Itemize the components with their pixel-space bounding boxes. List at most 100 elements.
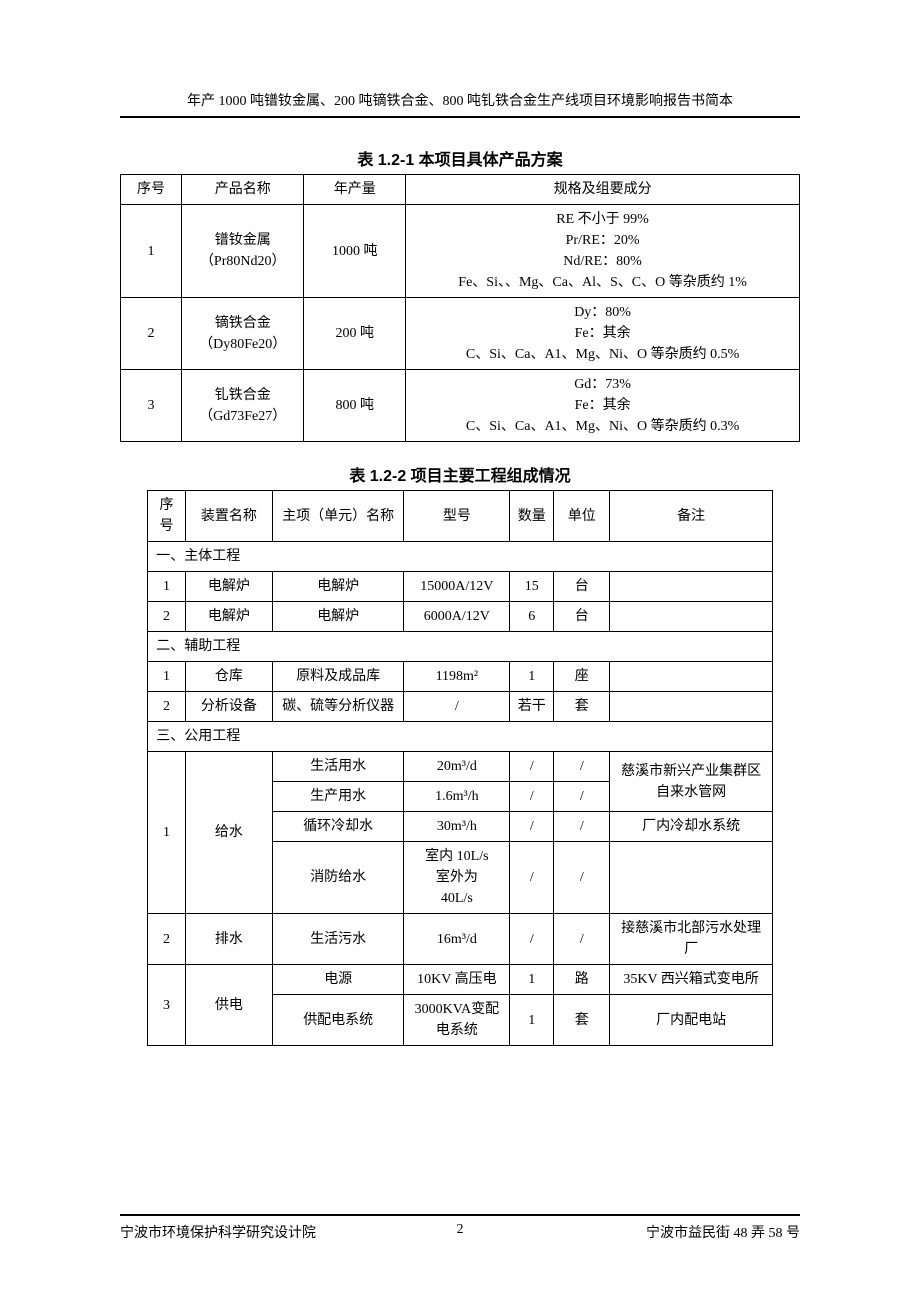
cell: / <box>404 692 510 722</box>
cell: 1 <box>510 662 554 692</box>
cell: 3000KVA变配电系统 <box>404 995 510 1046</box>
cell: 仓库 <box>185 662 272 692</box>
footer-left: 宁波市环境保护科学研究设计院 <box>120 1222 316 1242</box>
cell: 供配电系统 <box>273 995 404 1046</box>
cell: 套 <box>554 995 610 1046</box>
cell: 1 <box>148 572 185 602</box>
table1: 序号 产品名称 年产量 规格及组要成分 1 镨钕金属 （Pr80Nd20） 10… <box>120 174 800 442</box>
spec-line: Pr/RE：20% <box>566 233 640 248</box>
cell: 1 <box>510 995 554 1046</box>
t2-h4: 数量 <box>510 491 554 542</box>
cell: 20m³/d <box>404 752 510 782</box>
cell: 1.6m³/h <box>404 782 510 812</box>
cell: 2 <box>148 692 185 722</box>
cell: / <box>510 842 554 914</box>
cell: / <box>510 782 554 812</box>
cell: / <box>510 752 554 782</box>
cell: 10KV 高压电 <box>404 965 510 995</box>
cell <box>610 692 772 722</box>
section-row: 二、辅助工程 <box>148 632 773 662</box>
t1r2-qty: 200 吨 <box>304 298 406 370</box>
table-row: 3 钆铁合金 （Gd73Fe27） 800 吨 Gd：73% Fe：其余 C、S… <box>121 370 800 442</box>
table-row: 1 仓库 原料及成品库 1198m² 1 座 <box>148 662 773 692</box>
cell: / <box>510 812 554 842</box>
table-row: 2 镝铁合金 （Dy80Fe20） 200 吨 Dy：80% Fe：其余 C、S… <box>121 298 800 370</box>
page-header: 年产 1000 吨镨钕金属、200 吨镝铁合金、800 吨钆铁合金生产线项目环境… <box>120 90 800 118</box>
cell: 室内 10L/s 室外为 40L/s <box>404 842 510 914</box>
cell: 电解炉 <box>185 602 272 632</box>
footer-page-number: 2 <box>457 1222 464 1238</box>
table2: 序号 装置名称 主项（单元）名称 型号 数量 单位 备注 一、主体工程 1 电解… <box>147 490 773 1046</box>
table1-header-row: 序号 产品名称 年产量 规格及组要成分 <box>121 175 800 205</box>
cell: 6000A/12V <box>404 602 510 632</box>
t1r2-name: 镝铁合金 （Dy80Fe20） <box>182 298 304 370</box>
cell: 路 <box>554 965 610 995</box>
product-name: 镝铁合金 <box>215 316 271 331</box>
cell: 1 <box>148 752 185 914</box>
product-name: 镨钕金属 <box>215 233 271 248</box>
spec-line: RE 不小于 99% <box>556 212 649 227</box>
cell: 电解炉 <box>273 572 404 602</box>
cell <box>610 572 772 602</box>
cell: 生产用水 <box>273 782 404 812</box>
cell: 30m³/h <box>404 812 510 842</box>
table2-header-row: 序号 装置名称 主项（单元）名称 型号 数量 单位 备注 <box>148 491 773 542</box>
t2-h6: 备注 <box>610 491 772 542</box>
cell: 2 <box>148 602 185 632</box>
cell: 电解炉 <box>185 572 272 602</box>
cell: 厂内冷却水系统 <box>610 812 772 842</box>
cell: / <box>554 782 610 812</box>
cell: 生活用水 <box>273 752 404 782</box>
cell: 排水 <box>185 914 272 965</box>
footer-right: 宁波市益民街 48 弄 58 号 <box>646 1222 800 1242</box>
table-row: 1 电解炉 电解炉 15000A/12V 15 台 <box>148 572 773 602</box>
spec-line: Gd：73% <box>574 377 631 392</box>
cell: 分析设备 <box>185 692 272 722</box>
cell: 原料及成品库 <box>273 662 404 692</box>
t2-h3: 型号 <box>404 491 510 542</box>
cell: 台 <box>554 572 610 602</box>
t2-h0: 序号 <box>148 491 185 542</box>
spec-line: C、Si、Ca、A1、Mg、Ni、O 等杂质约 0.5% <box>466 347 739 362</box>
table-row: 3 供电 电源 10KV 高压电 1 路 35KV 西兴箱式变电所 <box>148 965 773 995</box>
cell: 生活污水 <box>273 914 404 965</box>
cell: / <box>554 914 610 965</box>
t2-h5: 单位 <box>554 491 610 542</box>
cell: 15 <box>510 572 554 602</box>
spec-line: Fe：其余 <box>575 398 631 413</box>
t1r3-name: 钆铁合金 （Gd73Fe27） <box>182 370 304 442</box>
cell: 1 <box>148 662 185 692</box>
document-page: 年产 1000 吨镨钕金属、200 吨镝铁合金、800 吨钆铁合金生产线项目环境… <box>0 0 920 1302</box>
spec-line: Fe、Si、、Mg、Ca、Al、S、C、O 等杂质约 1% <box>458 275 747 290</box>
cell: 3 <box>148 965 185 1046</box>
t1-h0: 序号 <box>121 175 182 205</box>
spec-line: C、Si、Ca、A1、Mg、Ni、O 等杂质约 0.3% <box>466 419 739 434</box>
t1r2-spec: Dy：80% Fe：其余 C、Si、Ca、A1、Mg、Ni、O 等杂质约 0.5… <box>406 298 800 370</box>
cell: 循环冷却水 <box>273 812 404 842</box>
cell: 供电 <box>185 965 272 1046</box>
product-code: （Pr80Nd20） <box>200 254 286 269</box>
cell: 厂内配电站 <box>610 995 772 1046</box>
table-row: 1 镨钕金属 （Pr80Nd20） 1000 吨 RE 不小于 99% Pr/R… <box>121 205 800 298</box>
spec-line: Fe：其余 <box>575 326 631 341</box>
cell: / <box>554 812 610 842</box>
cell: 16m³/d <box>404 914 510 965</box>
t1r2-no: 2 <box>121 298 182 370</box>
table-row: 1 给水 生活用水 20m³/d / / 慈溪市新兴产业集群区自来水管网 <box>148 752 773 782</box>
cell: 35KV 西兴箱式变电所 <box>610 965 772 995</box>
section-label: 三、公用工程 <box>148 722 773 752</box>
t2-h2: 主项（单元）名称 <box>273 491 404 542</box>
t1r3-qty: 800 吨 <box>304 370 406 442</box>
t1r1-qty: 1000 吨 <box>304 205 406 298</box>
table1-title: 表 1.2-1 本项目具体产品方案 <box>120 146 800 170</box>
cell: / <box>554 752 610 782</box>
t1-h1: 产品名称 <box>182 175 304 205</box>
cell: 套 <box>554 692 610 722</box>
cell: 2 <box>148 914 185 965</box>
cell: 电源 <box>273 965 404 995</box>
cell: / <box>554 842 610 914</box>
cell: 慈溪市新兴产业集群区自来水管网 <box>610 752 772 812</box>
cell: 座 <box>554 662 610 692</box>
t1-h3: 规格及组要成分 <box>406 175 800 205</box>
cell <box>610 842 772 914</box>
